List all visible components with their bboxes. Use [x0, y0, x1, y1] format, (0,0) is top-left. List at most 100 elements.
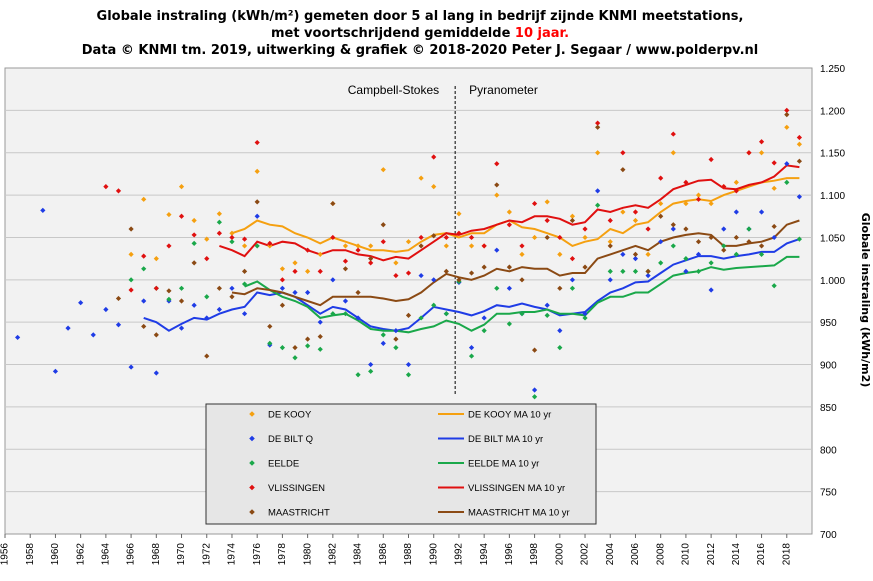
data-point-de-bilt-q — [15, 334, 21, 341]
data-point-de-kooy — [683, 200, 689, 207]
data-point-de-kooy — [241, 243, 248, 249]
data-point-de-kooy — [292, 260, 298, 266]
data-point-vlissingen — [531, 200, 538, 207]
data-point-de-kooy — [569, 213, 576, 219]
data-point-de-bilt-q — [405, 361, 412, 368]
data-point-vlissingen — [468, 234, 475, 241]
data-point-vlissingen — [784, 107, 790, 113]
data-point-de-bilt-q — [557, 328, 563, 334]
x-tick-label: 1978 — [277, 543, 288, 566]
data-point-de-kooy — [418, 175, 424, 181]
data-point-de-bilt-q — [582, 311, 588, 317]
x-tick-label: 2010 — [681, 543, 692, 566]
data-point-vlissingen — [746, 150, 752, 156]
y-tick-label: 1.000 — [820, 276, 845, 287]
data-point-eelde — [254, 243, 260, 249]
data-point-maastricht — [468, 270, 475, 276]
data-point-de-kooy — [519, 251, 525, 257]
data-point-eelde — [317, 346, 323, 352]
x-tick-label: 1964 — [101, 543, 112, 566]
data-point-vlissingen — [380, 239, 386, 245]
data-point-maastricht — [393, 336, 399, 342]
data-point-de-kooy — [733, 179, 739, 185]
data-point-de-bilt-q — [620, 251, 626, 257]
data-point-maastricht — [733, 234, 739, 241]
x-tick-label: 1972 — [201, 543, 212, 566]
data-point-de-bilt-q — [241, 311, 248, 317]
data-point-vlissingen — [569, 256, 576, 262]
data-point-eelde — [569, 285, 576, 291]
data-point-eelde — [670, 243, 676, 249]
data-point-vlissingen — [355, 247, 361, 253]
data-point-maastricht — [607, 243, 613, 249]
data-point-de-kooy — [758, 150, 765, 156]
ma-line-maastricht — [231, 219, 800, 307]
data-point-de-bilt-q — [632, 256, 639, 262]
y-tick-label: 800 — [820, 445, 837, 456]
data-point-maastricht — [153, 332, 159, 338]
data-point-de-bilt-q — [52, 368, 59, 374]
data-point-de-kooy — [506, 209, 512, 215]
data-point-vlissingen — [771, 160, 777, 166]
legend-marker — [249, 435, 255, 442]
data-point-vlissingen — [254, 139, 260, 146]
data-point-eelde — [305, 343, 311, 349]
data-point-de-bilt-q — [784, 161, 790, 167]
data-point-de-kooy — [279, 266, 286, 272]
data-point-de-bilt-q — [204, 315, 210, 321]
data-point-de-kooy — [368, 243, 374, 249]
chart-title: Globale instraling (kWh/m²) gemeten door… — [82, 9, 758, 58]
data-point-eelde — [784, 179, 790, 185]
data-point-vlissingen — [191, 232, 197, 238]
data-point-maastricht — [368, 256, 374, 262]
data-point-de-bilt-q — [695, 251, 702, 257]
data-point-de-kooy — [784, 124, 790, 130]
data-point-eelde — [607, 268, 613, 274]
x-tick-label: 1992 — [454, 543, 465, 566]
data-point-de-kooy — [128, 251, 134, 257]
x-tick-label: 1996 — [504, 543, 515, 566]
x-tick-label: 1974 — [227, 543, 238, 566]
data-point-eelde — [191, 240, 197, 246]
data-point-de-kooy — [405, 239, 412, 245]
data-point-de-kooy — [796, 141, 802, 147]
data-point-maastricht — [645, 268, 651, 274]
data-point-maastricht — [241, 268, 248, 274]
x-tick-label: 2014 — [731, 543, 742, 566]
data-point-maastricht — [292, 345, 298, 351]
data-point-vlissingen — [342, 258, 349, 264]
data-point-de-bilt-q — [305, 289, 311, 296]
data-point-vlissingen — [279, 277, 286, 283]
x-tick-label: 1976 — [252, 543, 263, 566]
data-point-maastricht — [544, 234, 550, 241]
data-point-de-bilt-q — [178, 325, 185, 331]
data-point-de-bilt-q — [494, 247, 500, 253]
x-tick-label: 1982 — [327, 543, 338, 566]
data-point-vlissingen — [241, 236, 248, 242]
data-point-de-kooy — [645, 251, 651, 257]
y-axis-ticks: 700 750 800 850 900 950 1.000 1.050 1.100 1.150 1.… — [820, 64, 845, 541]
data-point-vlissingen — [506, 222, 512, 228]
legend-label: MAASTRICHT — [268, 508, 330, 519]
data-point-vlissingen — [796, 134, 802, 141]
data-point-maastricht — [267, 323, 273, 330]
data-point-de-kooy — [695, 192, 702, 198]
data-point-de-bilt-q — [796, 194, 802, 200]
legend-marker — [249, 484, 255, 491]
data-point-vlissingen — [708, 156, 714, 163]
data-point-vlissingen — [153, 285, 159, 291]
data-point-eelde — [658, 260, 664, 266]
legend-ma-label: DE KOOY MA 10 yr — [468, 410, 551, 421]
data-point-de-kooy — [544, 199, 550, 205]
data-point-maastricht — [519, 277, 525, 283]
data-point-de-bilt-q — [254, 213, 260, 219]
data-point-vlissingen — [658, 175, 664, 181]
x-tick-label: 1968 — [151, 543, 162, 566]
data-point-maastricht — [380, 222, 386, 228]
data-point-eelde — [544, 312, 550, 319]
data-point-de-bilt-q — [595, 188, 601, 194]
annotation-campbell-stokes: Campbell-Stokes — [348, 83, 439, 97]
data-point-maastricht — [595, 124, 601, 130]
x-tick-label: 1994 — [479, 543, 490, 566]
data-point-maastricht — [254, 199, 260, 205]
